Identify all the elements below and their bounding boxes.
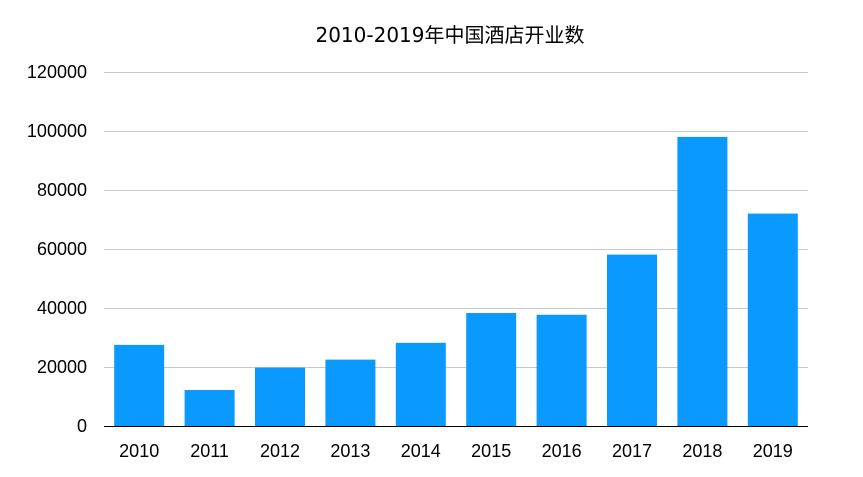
x-tick-label: 2011 [190, 441, 229, 461]
chart-title: 2010-2019年中国酒店开业数 [315, 23, 584, 47]
x-tick-label: 2018 [682, 441, 722, 461]
y-tick-label: 60000 [37, 239, 87, 259]
bar-2019 [747, 213, 798, 426]
y-tick-label: 20000 [37, 357, 87, 377]
bar-2014 [395, 342, 446, 426]
y-tick-labels: 0 20000 40000 60000 80000 100000 120000 [27, 62, 87, 436]
x-tick-labels: 2010 2011 2012 2013 2014 2015 2016 2017 2018 2019 [119, 441, 793, 461]
x-tick-label: 2017 [612, 441, 652, 461]
bar-2016 [536, 314, 587, 426]
x-tick-label: 2010 [119, 441, 159, 461]
x-tick-label: 2014 [401, 441, 441, 461]
y-tick-label: 80000 [37, 180, 87, 200]
bars [114, 136, 798, 426]
x-tick-label: 2016 [542, 441, 582, 461]
y-tick-label: 40000 [37, 298, 87, 318]
bar-2013 [325, 359, 376, 426]
y-tick-label: 100000 [27, 121, 87, 141]
bar-2018 [677, 136, 728, 426]
bar-2017 [607, 254, 657, 426]
bar-2010 [114, 344, 165, 426]
bar-2015 [466, 313, 517, 426]
x-tick-label: 2013 [330, 441, 370, 461]
bar-2011 [184, 390, 235, 426]
bar-2012 [255, 367, 305, 426]
x-tick-label: 2019 [753, 441, 793, 461]
y-tick-label: 0 [77, 416, 87, 436]
x-tick-label: 2012 [260, 441, 300, 461]
x-tick-label: 2015 [471, 441, 511, 461]
y-tick-label: 120000 [27, 62, 87, 82]
